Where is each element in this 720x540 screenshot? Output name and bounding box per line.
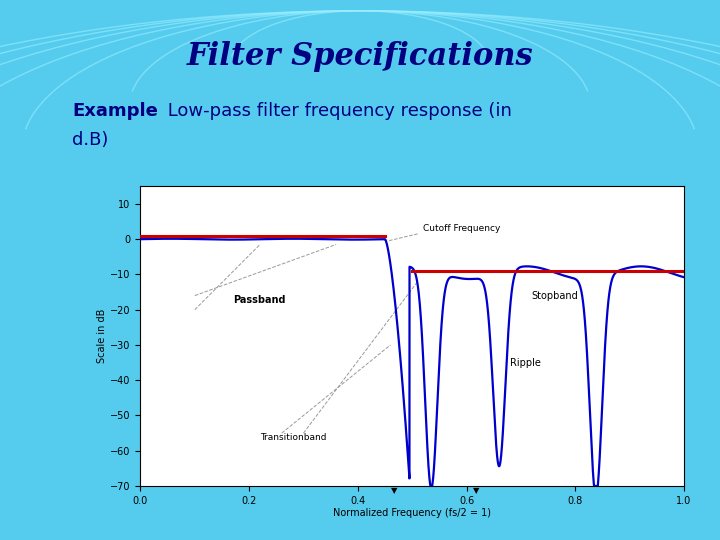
Text: Stopband: Stopband — [532, 291, 579, 301]
Text: Ripple: Ripple — [510, 358, 541, 368]
Text: Filter Specifications: Filter Specifications — [186, 41, 534, 72]
Text: d.B): d.B) — [72, 131, 109, 150]
Text: Example: Example — [72, 102, 158, 120]
Text: Low-pass filter frequency response (in: Low-pass filter frequency response (in — [162, 102, 512, 120]
Y-axis label: Scale in dB: Scale in dB — [97, 309, 107, 363]
Text: ▼: ▼ — [472, 486, 479, 495]
Text: Cutoff Frequency: Cutoff Frequency — [423, 224, 500, 233]
X-axis label: Normalized Frequency (fs/2 = 1): Normalized Frequency (fs/2 = 1) — [333, 509, 491, 518]
Text: Transitionband: Transitionband — [260, 433, 326, 442]
Text: ▼: ▼ — [391, 486, 397, 495]
Text: Passband: Passband — [233, 295, 285, 305]
